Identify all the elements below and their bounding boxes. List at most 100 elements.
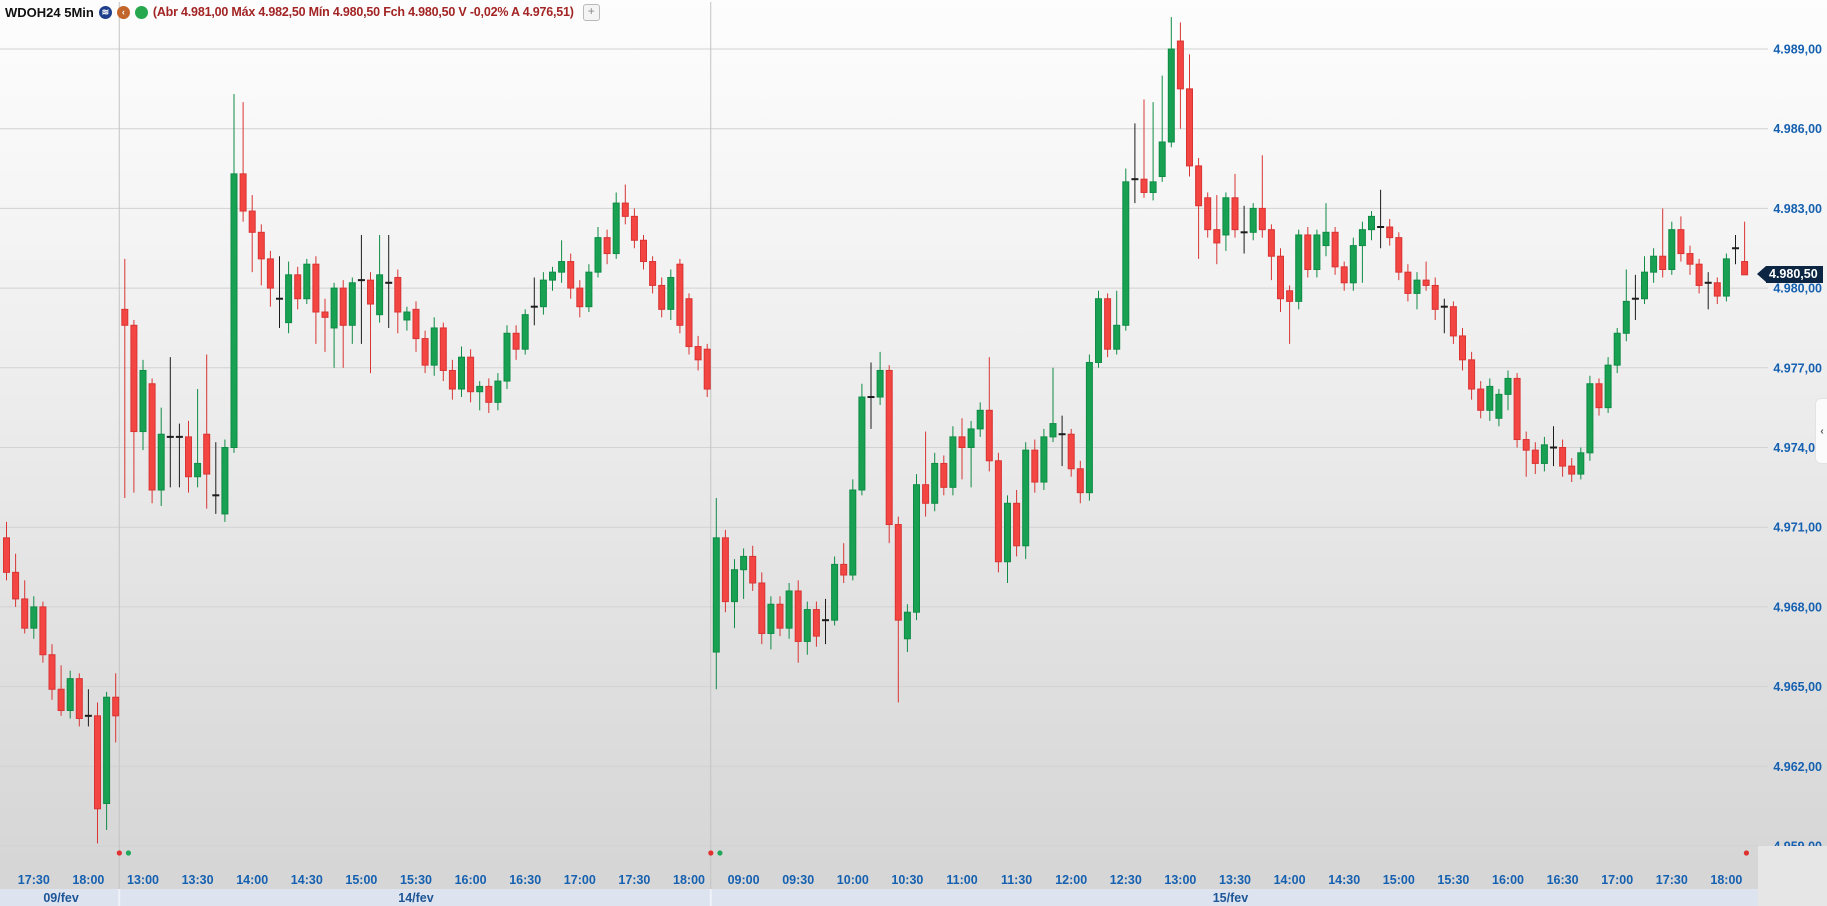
candle [1231, 173, 1239, 238]
svg-text:09:30: 09:30 [782, 873, 814, 887]
candle [139, 359, 147, 451]
svg-text:4.986,00: 4.986,00 [1773, 122, 1822, 136]
candle [721, 529, 729, 613]
svg-text:4.983,00: 4.983,00 [1773, 202, 1822, 216]
svg-text:4.968,00: 4.968,00 [1773, 600, 1822, 614]
svg-text:13:30: 13:30 [1219, 873, 1251, 887]
candle [248, 195, 256, 273]
red-session-dot [708, 850, 714, 856]
svg-text:4.989,00: 4.989,00 [1773, 43, 1822, 57]
candle [1495, 389, 1503, 427]
session-separators [118, 2, 712, 889]
add-indicator-button[interactable]: + [582, 3, 600, 21]
candle [230, 94, 238, 453]
candle [1076, 460, 1084, 504]
svg-text:13:30: 13:30 [182, 873, 214, 887]
candle [1322, 203, 1330, 257]
candle [1386, 219, 1394, 246]
history-icon: ‹ [116, 5, 130, 19]
candle [1240, 205, 1248, 254]
candle [12, 553, 20, 607]
candle [503, 325, 511, 390]
candle [1431, 277, 1439, 320]
candle [812, 601, 820, 647]
candle [1195, 157, 1203, 259]
candle [630, 208, 638, 249]
svg-text:11:30: 11:30 [1001, 873, 1032, 887]
red-session-dot [116, 850, 122, 856]
candle [1031, 439, 1039, 493]
candle [1677, 216, 1685, 262]
candle [822, 598, 829, 645]
candle [412, 301, 420, 352]
svg-text:4.974,00: 4.974,00 [1773, 441, 1822, 455]
candle [922, 431, 930, 517]
candle [312, 256, 320, 344]
candle [958, 418, 966, 480]
candle [1468, 351, 1476, 400]
svg-text:11:00: 11:00 [946, 873, 977, 887]
candle [1377, 189, 1385, 249]
time-axis[interactable]: 17:30 18:00 13:00 13:30 14:00 14:30 15:00 15:30… [18, 873, 1743, 887]
candle [1313, 229, 1321, 278]
candle [57, 665, 65, 716]
candle [940, 455, 948, 496]
candle [21, 580, 29, 634]
candle [1722, 253, 1730, 302]
svg-text:13:00: 13:00 [1164, 873, 1196, 887]
candle [1140, 99, 1148, 198]
svg-text:4.965,00: 4.965,00 [1773, 680, 1822, 694]
candle [1358, 221, 1366, 283]
svg-text:4.977,00: 4.977,00 [1773, 361, 1822, 375]
candle [1267, 224, 1275, 281]
svg-text:16:30: 16:30 [1547, 873, 1579, 887]
ohlc-info: (Abr 4.981,00 Máx 4.982,50 Mín 4.980,50 … [152, 5, 574, 19]
candle [1668, 221, 1676, 275]
candle [348, 277, 356, 344]
candle [567, 253, 575, 299]
candle [840, 543, 848, 583]
candle [1459, 327, 1466, 371]
candle [1167, 17, 1175, 148]
candle [330, 282, 338, 368]
green-session-dot [717, 850, 723, 856]
candle [1122, 168, 1130, 331]
svg-text:17:30: 17:30 [618, 873, 650, 887]
candle [1058, 415, 1066, 467]
candle [1559, 439, 1567, 477]
candle [903, 604, 911, 653]
candle [75, 673, 83, 727]
candle [712, 497, 720, 690]
candle [767, 596, 775, 650]
candle [3, 521, 10, 581]
candle [1258, 155, 1266, 238]
svg-text:4.962,00: 4.962,00 [1773, 760, 1822, 774]
event-markers [116, 850, 1750, 856]
panel-collapse-handle[interactable]: ‹ [1815, 398, 1827, 464]
candle [1650, 248, 1658, 283]
candle [1149, 102, 1157, 201]
red-session-dot [1743, 850, 1750, 856]
candle [1741, 221, 1749, 276]
svg-text:15/fev: 15/fev [1213, 891, 1248, 905]
svg-text:15:00: 15:00 [1383, 873, 1415, 887]
candle [1695, 258, 1703, 294]
candle [94, 702, 101, 844]
candle [1349, 237, 1357, 291]
last-price-badge: 4.980,50 [1757, 266, 1823, 283]
status-connected-icon [134, 5, 148, 19]
candle [1577, 447, 1585, 480]
candle [1531, 442, 1539, 475]
candle [194, 389, 202, 488]
candle [285, 261, 293, 334]
candle [849, 479, 857, 581]
svg-text:17:30: 17:30 [1656, 873, 1688, 887]
svg-text:10:30: 10:30 [891, 873, 923, 887]
candle [1295, 229, 1303, 310]
candle [530, 277, 538, 326]
candle [1249, 203, 1257, 241]
candle [121, 258, 129, 498]
instrument-symbol: WDOH24 5Min [5, 4, 94, 20]
candle [749, 545, 757, 591]
